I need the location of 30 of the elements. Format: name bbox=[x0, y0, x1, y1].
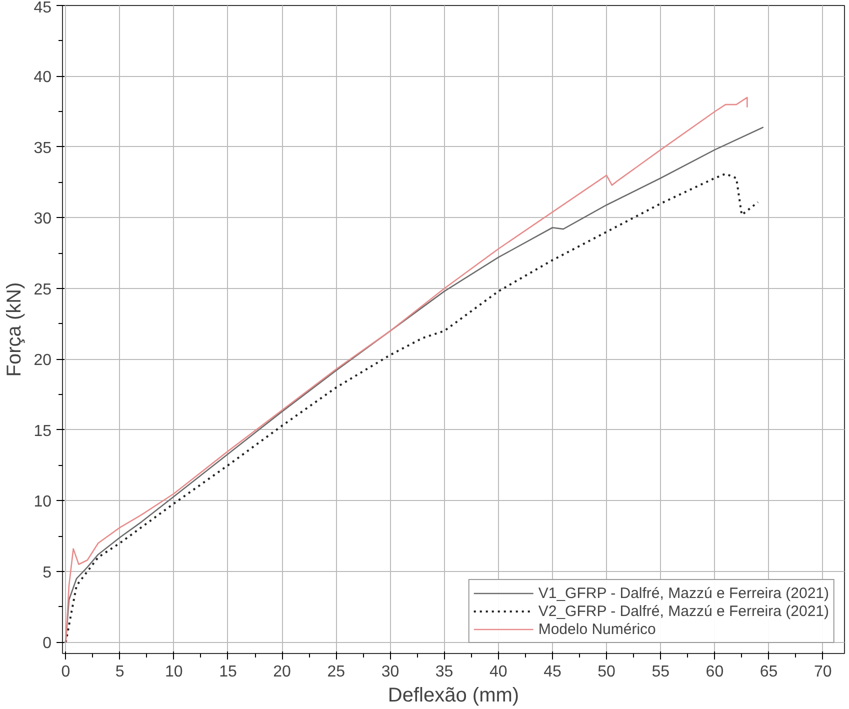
y-tick-label: 20 bbox=[34, 352, 52, 370]
x-tick-label: 45 bbox=[544, 664, 562, 680]
x-tick-label: 0 bbox=[61, 664, 70, 680]
x-tick-label: 15 bbox=[219, 664, 237, 680]
y-tick-label: 5 bbox=[42, 564, 52, 582]
x-tick-label: 10 bbox=[165, 664, 183, 680]
y-tick-label: 15 bbox=[34, 422, 52, 440]
x-tick-label: 65 bbox=[760, 664, 778, 680]
y-tick-label: 10 bbox=[34, 494, 52, 511]
y-tick-label: 30 bbox=[34, 210, 52, 228]
y-axis-title: Força (kN) bbox=[4, 282, 26, 377]
x-tick-label: 35 bbox=[435, 664, 454, 680]
x-tick-label: 60 bbox=[706, 664, 724, 680]
y-tick-label: 40 bbox=[34, 69, 52, 86]
y-tick-label: 35 bbox=[34, 140, 52, 157]
x-tick-label: 50 bbox=[598, 664, 616, 680]
x-tick-label: 30 bbox=[381, 664, 400, 680]
legend-label: Modelo Numérico bbox=[538, 620, 656, 638]
legend-label: V1_GFRP - Dalfré, Mazzú e Ferreira (2021) bbox=[538, 584, 829, 602]
y-tick-label: 25 bbox=[34, 281, 52, 298]
x-tick-label: 20 bbox=[273, 664, 292, 680]
x-tick-label: 55 bbox=[652, 664, 670, 680]
y-tick-label: 45 bbox=[34, 0, 52, 16]
y-tick-label: 0 bbox=[42, 635, 52, 652]
x-tick-label: 70 bbox=[814, 664, 832, 680]
x-axis-title: Deflexão (mm) bbox=[388, 684, 520, 706]
x-tick-label: 5 bbox=[115, 664, 124, 680]
x-tick-label: 40 bbox=[489, 664, 508, 680]
legend-label: V2_GFRP - Dalfré, Mazzú e Ferreira (2021) bbox=[538, 602, 829, 620]
x-tick-label: 25 bbox=[327, 664, 346, 680]
